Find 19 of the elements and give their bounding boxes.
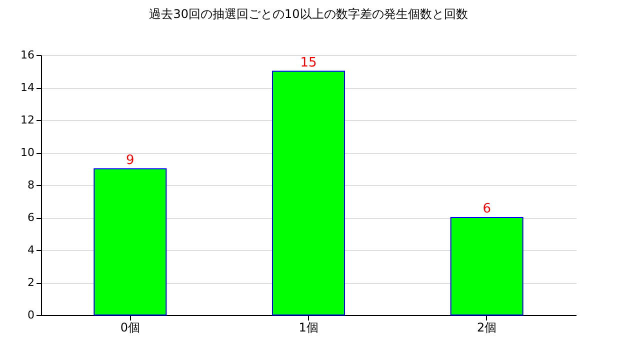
data-label: 15	[300, 55, 317, 70]
y-tick-label: 2	[28, 276, 34, 289]
bar	[272, 70, 345, 316]
y-tick-label: 10	[20, 146, 34, 159]
chart-title: 過去30回の抽選回ごとの10以上の数字差の発生個数と回数	[149, 7, 468, 21]
data-label: 6	[482, 202, 491, 216]
y-tick-label: 6	[28, 211, 34, 224]
bar	[94, 168, 167, 316]
y-tick-label: 16	[20, 48, 34, 62]
data-label: 9	[126, 152, 134, 168]
y-tick-label: 8	[28, 178, 34, 192]
x-tick-label: 1個	[298, 320, 318, 334]
y-tick-label: 12	[20, 114, 34, 126]
y-tick-label: 0	[28, 308, 34, 322]
x-tick-label: 2個	[477, 320, 497, 334]
y-tick-label: 4	[28, 244, 34, 256]
x-tick-label: 0個	[120, 320, 140, 334]
bar	[450, 217, 524, 316]
y-tick-label: 14	[20, 81, 34, 94]
